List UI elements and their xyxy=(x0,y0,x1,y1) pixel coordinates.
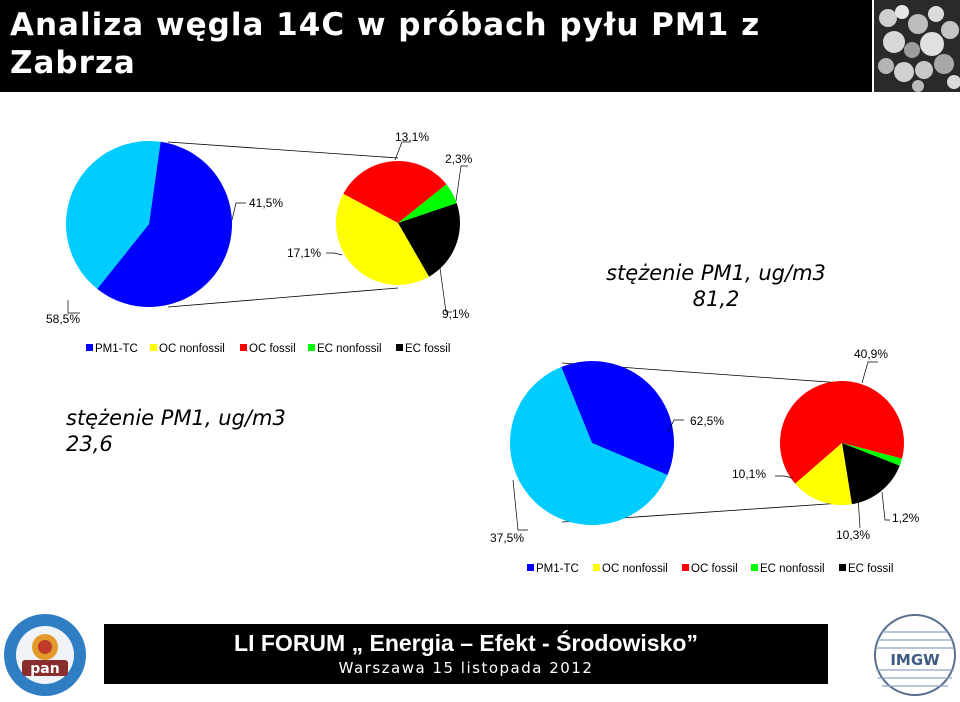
legend-2-swatch-oc-fossil xyxy=(682,564,689,571)
legend-2-label-oc-fossil: OC fossil xyxy=(691,563,738,575)
chart-2-label-ec-fossil: 10,3% xyxy=(836,528,870,542)
legend-1-label-ec-nonfossil: EC nonfossil xyxy=(317,343,382,355)
chart-1-label-oc-nonfossil: 41,5% xyxy=(249,196,283,210)
legend-1-label-oc-fossil: OC fossil xyxy=(249,343,296,355)
chart-2-label-ec-nonfossil: 1,2% xyxy=(892,511,920,525)
chart-2-label-oc-fossil: 40,9% xyxy=(854,347,888,361)
chart-2-secondary-pie xyxy=(779,380,904,506)
chart-1-leader-lines xyxy=(67,141,468,314)
concentration-1-label: stężenie PM1, ug/m3 xyxy=(606,261,826,285)
chart-1-main-pie xyxy=(66,141,233,308)
legend-2-label-pm1-tc: PM1-TC xyxy=(536,563,579,575)
chart-2-label-oc-nonfossil: 62,5% xyxy=(690,414,724,428)
legend-1-swatch-pm1-tc xyxy=(86,344,93,351)
footer-subtitle: Warszawa 15 listopada 2012 xyxy=(338,659,594,677)
chart-2-label-pm1-tc: 37,5% xyxy=(490,531,524,545)
chart-1-legend: PM1-TC OC nonfossil OC fossil EC nonfoss… xyxy=(86,343,450,355)
imgw-logo-text: IMGW xyxy=(890,651,940,669)
legend-2-label-oc-nonfossil: OC nonfossil xyxy=(602,563,668,575)
sem-micrograph-image xyxy=(874,0,960,92)
legend-2-swatch-oc-nonfossil xyxy=(593,564,600,571)
chart-1-label-ec-nonfossil: 2,3% xyxy=(445,152,473,166)
footer-title: LI FORUM „ Energia – Efekt - Środowisko” xyxy=(234,630,698,656)
legend-2-swatch-pm1-tc xyxy=(527,564,534,571)
chart-1-secondary-pie xyxy=(336,161,461,285)
chart-1-secondary-slice-3 xyxy=(336,193,429,285)
slide-title: Analiza węgla 14C w próbach pyłu PM1 z Z… xyxy=(10,7,761,81)
legend-1-swatch-ec-nonfossil xyxy=(308,344,315,351)
imgw-logo: IMGW xyxy=(874,614,956,696)
chart-1-label-oc-fossil: 13,1% xyxy=(395,130,429,144)
legend-1-swatch-oc-fossil xyxy=(240,344,247,351)
concentration-2-value: 23,6 xyxy=(66,432,113,456)
legend-2-label-ec-nonfossil: EC nonfossil xyxy=(760,563,825,575)
chart-2-main-pie xyxy=(509,360,674,525)
chart-1-secondary-slice-2 xyxy=(398,203,461,277)
legend-2-swatch-ec-nonfossil xyxy=(751,564,758,571)
legend-1-swatch-oc-nonfossil xyxy=(150,344,157,351)
chart-1-label-yellow: 17,1% xyxy=(287,246,321,260)
chart-1-secondary-slice-0 xyxy=(343,161,447,223)
chart-1-label-ec-fossil: 9,1% xyxy=(442,307,470,321)
chart-2-secondary-slice-2 xyxy=(842,443,900,505)
chart-2-leader-lines xyxy=(512,361,890,531)
chart-2-secondary-slice-0 xyxy=(779,380,904,484)
pan-logo-text: pan xyxy=(30,661,59,677)
chart-2-secondary-slice-3 xyxy=(795,443,852,506)
chart-1-connector-top xyxy=(167,141,399,159)
chart-1-connector-bottom xyxy=(167,287,399,308)
concentration-2: stężenie PM1, ug/m3 23,6 xyxy=(66,405,326,457)
concentration-2-label: stężenie PM1, ug/m3 xyxy=(66,406,286,430)
chart-1-secondary-slice-1 xyxy=(398,184,457,223)
legend-1-label-oc-nonfossil: OC nonfossil xyxy=(159,343,225,355)
chart-2-legend: PM1-TC OC nonfossil OC fossil EC nonfoss… xyxy=(527,563,893,575)
chart-1-label-pm1-tc: 58,5% xyxy=(46,312,80,326)
chart-2-main-slice-0 xyxy=(561,360,674,476)
legend-1-label-pm1-tc: PM1-TC xyxy=(95,343,138,355)
legend-1-label-ec-fossil: EC fossil xyxy=(405,343,450,355)
chart-1-main-slice-1 xyxy=(66,141,161,289)
footer-bar: LI FORUM „ Energia – Efekt - Środowisko”… xyxy=(104,624,828,684)
pan-logo: pan xyxy=(4,614,86,696)
chart-1-main-slice-0 xyxy=(97,141,233,308)
chart-2-secondary-slice-1 xyxy=(842,443,902,466)
concentration-1-value: 81,2 xyxy=(692,287,740,311)
chart-1: 58,5% 41,5% 13,1% 2,3% 9,1% 17,1% PM1-TC… xyxy=(46,130,473,355)
chart-2-main-slice-1 xyxy=(509,366,668,525)
legend-2-swatch-ec-fossil xyxy=(839,564,846,571)
title-bar: Analiza węgla 14C w próbach pyłu PM1 z Z… xyxy=(0,0,872,92)
chart-2-label-yellow: 10,1% xyxy=(732,467,766,481)
legend-2-label-ec-fossil: EC fossil xyxy=(848,563,893,575)
legend-1-swatch-ec-fossil xyxy=(396,344,403,351)
chart-2: 37,5% 62,5% 40,9% 1,2% 10,3% 10,1% PM1-T… xyxy=(490,347,920,575)
concentration-1: stężenie PM1, ug/m3 81,2 xyxy=(596,260,836,312)
